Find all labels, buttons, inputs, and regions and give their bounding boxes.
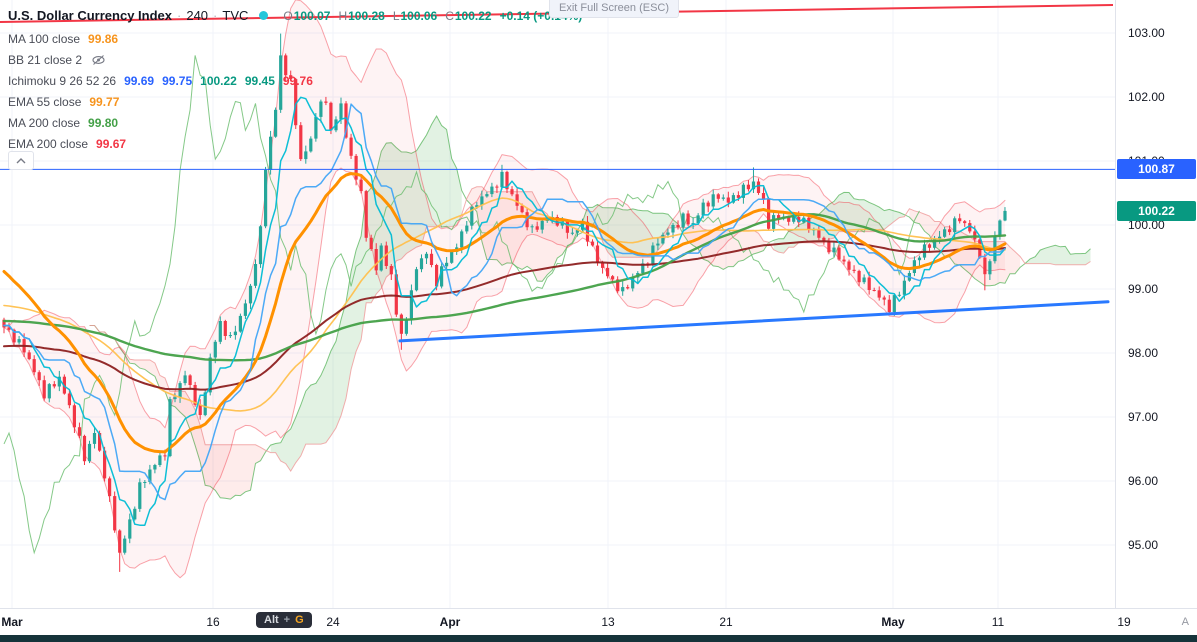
chart-legend: U.S. Dollar Currency Index · 240 · TVC O… — [8, 3, 582, 154]
time-tick: 16 — [206, 615, 220, 629]
horizontal-line-price-label: 100.87 — [1117, 159, 1196, 180]
visibility-eye-icon[interactable] — [91, 54, 106, 66]
time-tick: May — [881, 615, 905, 629]
time-tick: 11 — [991, 615, 1005, 629]
separator: · — [177, 8, 182, 23]
time-tick: 19 — [1117, 615, 1131, 629]
auto-scale-label[interactable]: A — [1181, 616, 1189, 628]
exchange-name: TVC — [222, 8, 249, 23]
time-tick: Mar — [1, 615, 23, 629]
market-status-icon — [259, 11, 269, 20]
indicator-legend-ma200[interactable]: MA 200 close 99.80 — [8, 115, 119, 130]
bottom-bar — [0, 635, 1197, 642]
chevron-up-icon — [16, 157, 26, 163]
price-axis[interactable]: 103.00102.00101.00100.0099.0098.0097.009… — [1115, 0, 1197, 608]
indicator-legend-ichimoku[interactable]: Ichimoku 9 26 52 26 99.69 99.75 100.22 9… — [8, 73, 313, 88]
price-tick: 95.00 — [1128, 538, 1159, 552]
symbol-header-row[interactable]: U.S. Dollar Currency Index · 240 · TVC O… — [8, 3, 582, 28]
price-tick: 97.00 — [1128, 410, 1159, 424]
price-tick: 98.00 — [1128, 346, 1159, 360]
time-axis[interactable]: Alt + G A Mar 16 24 Apr 13 21 May 11 19 — [0, 608, 1197, 635]
price-tick: 99.00 — [1128, 282, 1159, 296]
price-tick: 100.00 — [1128, 218, 1165, 232]
price-tick: 102.00 — [1128, 90, 1165, 104]
legend-collapse-button[interactable] — [8, 151, 34, 170]
last-price-label: 100.22 — [1117, 200, 1196, 221]
ohlc-values: O 100.07 H 100.28 L 100.06 C 100.22 +0.14 (+… — [283, 8, 583, 23]
separator: · — [213, 8, 218, 23]
indicator-legend-ema55[interactable]: EMA 55 close 99.77 — [8, 94, 120, 109]
symbol-name: U.S. Dollar Currency Index — [8, 8, 172, 23]
indicator-legend-ma100[interactable]: MA 100 close 99.86 — [8, 31, 119, 46]
price-tick: 103.00 — [1128, 26, 1165, 40]
time-tick: 21 — [719, 615, 733, 629]
price-tick: 96.00 — [1128, 474, 1159, 488]
time-tick: 13 — [601, 615, 615, 629]
exit-fullscreen-tooltip: Exit Full Screen (ESC) — [549, 0, 680, 18]
time-tick: 24 — [326, 615, 340, 629]
goto-date-hotkey-hint: Alt + G — [256, 612, 312, 628]
indicator-legend-ema200[interactable]: EMA 200 close 99.67 — [8, 136, 127, 151]
chart-interval: 240 — [186, 8, 209, 23]
indicator-legend-bb[interactable]: BB 21 close 2 — [8, 49, 582, 70]
time-tick: Apr — [439, 615, 461, 629]
